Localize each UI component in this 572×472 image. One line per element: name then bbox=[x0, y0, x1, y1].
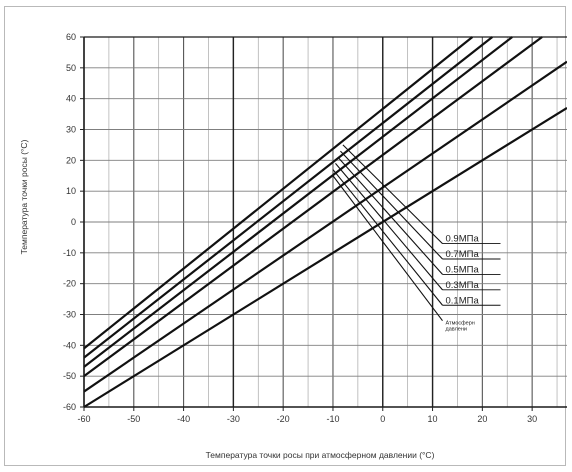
series-label-small: давлени bbox=[446, 327, 467, 333]
x-tick-label: 10 bbox=[428, 414, 438, 424]
series-line bbox=[83, 36, 513, 368]
y-tick-label: 10 bbox=[66, 186, 76, 196]
leader-line bbox=[332, 175, 443, 321]
series-label: 0.1МПа bbox=[446, 295, 480, 306]
x-tick-label: -10 bbox=[326, 414, 339, 424]
series-label: 0.5МПа bbox=[446, 264, 480, 275]
y-tick-labels: -60 -50 -40 -30 -20 -10 0 10 20 30 40 50 60 bbox=[63, 32, 84, 412]
series-label: 0.9МПа bbox=[446, 234, 480, 245]
series-label-small: Атмосферн bbox=[446, 321, 475, 327]
leader-line bbox=[335, 163, 443, 291]
y-tick-label: -20 bbox=[63, 279, 76, 289]
y-tick-label: -60 bbox=[63, 402, 76, 412]
leader-line bbox=[342, 144, 443, 244]
y-tick-label: -10 bbox=[63, 248, 76, 258]
y-tick-label: -50 bbox=[63, 371, 76, 381]
x-tick-label: 0 bbox=[380, 414, 385, 424]
x-axis-label: Температура точки росы при атмосферном д… bbox=[206, 450, 435, 460]
y-tick-label: -40 bbox=[63, 340, 76, 350]
series-line bbox=[83, 60, 567, 393]
series-line bbox=[83, 36, 493, 359]
x-tick-label: 20 bbox=[477, 414, 487, 424]
x-tick-label: -50 bbox=[127, 414, 140, 424]
y-tick-label: 60 bbox=[66, 32, 76, 42]
series-line bbox=[83, 36, 543, 378]
series-line bbox=[83, 106, 567, 408]
series-line bbox=[83, 36, 474, 350]
chart-figure: -60 -50 -40 -30 -20 -10 0 10 20 30 -60 -50 -40 -30 -2… bbox=[4, 6, 567, 466]
leader-line bbox=[337, 156, 443, 275]
series-labels: 0.9МПа 0.7МПа 0.5МПа 0.3МПа 0.1МПа Атмосфернд… bbox=[446, 234, 480, 333]
x-tick-labels: -60 -50 -40 -30 -20 -10 0 10 20 30 bbox=[77, 407, 537, 424]
y-tick-label: -30 bbox=[63, 310, 76, 320]
y-tick-label: 20 bbox=[66, 155, 76, 165]
series-label: 0.3МПа bbox=[446, 280, 480, 291]
annotation-leaders bbox=[332, 144, 501, 321]
y-axis-label: Температура точки росы (°C) bbox=[19, 139, 29, 254]
leader-line bbox=[340, 150, 443, 260]
y-tick-label: 0 bbox=[71, 217, 76, 227]
y-tick-label: 30 bbox=[66, 125, 76, 135]
leader-line bbox=[332, 169, 443, 306]
dew-point-chart: -60 -50 -40 -30 -20 -10 0 10 20 30 -60 -50 -40 -30 -2… bbox=[19, 32, 567, 460]
grid bbox=[83, 36, 567, 408]
y-tick-label: 40 bbox=[66, 94, 76, 104]
x-tick-label: -60 bbox=[77, 414, 90, 424]
x-tick-label: -40 bbox=[177, 414, 190, 424]
x-tick-label: -20 bbox=[277, 414, 290, 424]
y-tick-label: 50 bbox=[66, 63, 76, 73]
x-tick-label: -30 bbox=[227, 414, 240, 424]
series-label: 0.7МПа bbox=[446, 249, 480, 260]
x-tick-label: 30 bbox=[527, 414, 537, 424]
series-lines bbox=[83, 36, 567, 408]
